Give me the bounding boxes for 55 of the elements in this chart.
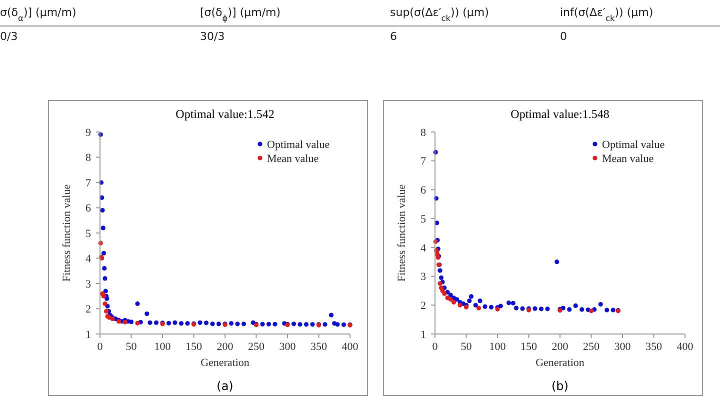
y-tick-label: 3 (86, 278, 92, 290)
text: 0/3 (0, 30, 18, 43)
y-tick-label: 6 (420, 184, 426, 197)
legend-label: Mean value (602, 152, 654, 165)
x-tick-label: 350 (646, 341, 662, 353)
legend-label: Optimal value (267, 138, 330, 151)
x-tick-label: 100 (154, 341, 172, 353)
x-tick-label: 250 (583, 341, 600, 353)
text: 6 (390, 30, 397, 43)
x-tick-label: 50 (460, 341, 472, 353)
text: [σ(δ$_{ϕ}$)] (μm/m) (200, 6, 281, 23)
y-tick-label: 6 (86, 202, 92, 215)
y-tick-label: 9 (86, 126, 92, 139)
x-tick-label: 200 (552, 341, 569, 353)
x-tick-label: 50 (126, 341, 138, 353)
x-tick-label: 200 (216, 341, 234, 353)
x-axis-title: Generation (536, 357, 585, 369)
y-axis-title: Fitness function value (396, 184, 408, 282)
chart-title: Optimal value:1.542 (176, 107, 274, 121)
text: 0 (560, 30, 567, 43)
y-tick-label: 5 (86, 228, 92, 240)
y-tick-label: 7 (86, 177, 92, 190)
y-tick-label: 8 (86, 152, 92, 164)
x-tick-label: 400 (676, 341, 694, 353)
x-axis-title: Generation (200, 357, 250, 369)
y-tick-label: 4 (420, 242, 426, 254)
legend-label: Mean value (267, 152, 319, 165)
y-tick-label: 3 (420, 271, 426, 284)
y-tick-label: 2 (420, 300, 426, 312)
x-tick-label: 150 (520, 341, 538, 353)
x-tick-label: 0 (97, 341, 104, 353)
text: sup(σ(Δε′$_{ck}$)) (μm) (390, 6, 489, 23)
chart-title: Optimal value:1.548 (510, 107, 610, 121)
text: σ(δ$_{α}$)] (μm/m) (0, 6, 76, 23)
y-tick-label: 4 (86, 253, 92, 266)
legend-label: Optimal value (602, 138, 665, 151)
x-tick-label: 150 (186, 341, 202, 353)
y-tick-label: 8 (420, 126, 426, 139)
x-tick-label: 300 (614, 341, 632, 353)
x-tick-label: 100 (489, 341, 506, 353)
y-tick-label: 5 (420, 213, 426, 226)
x-tick-label: 350 (310, 341, 328, 353)
text: inf(σ(Δε′$_{ck}$)) (μm) (560, 6, 654, 23)
x-tick-label: 250 (248, 341, 265, 353)
text: 30/3 (200, 30, 225, 43)
x-tick-label: 300 (279, 341, 296, 353)
x-tick-label: 0 (432, 341, 438, 353)
y-tick-label: 2 (86, 304, 91, 316)
text: (b) (552, 379, 568, 393)
y-tick-label: 7 (420, 156, 426, 168)
y-tick-label: 1 (86, 328, 91, 341)
y-axis-title: Fitness function value (61, 184, 73, 282)
text: (a) (216, 379, 234, 393)
x-tick-label: 400 (342, 341, 359, 353)
y-tick-label: 1 (420, 328, 426, 341)
